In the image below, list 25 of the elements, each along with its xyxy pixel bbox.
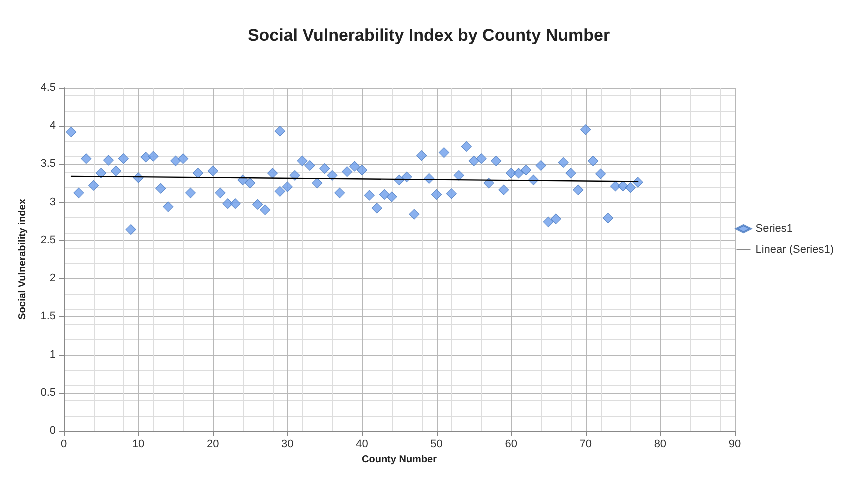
y-tick-label: 2 — [50, 272, 56, 285]
chart-title: Social Vulnerability Index by County Number — [248, 26, 610, 45]
x-tick-label: 30 — [282, 438, 294, 450]
y-tick-label: 3 — [50, 196, 56, 208]
x-tick-label: 0 — [60, 438, 68, 450]
x-tick-label: 40 — [356, 438, 368, 450]
x-tick-label: 20 — [206, 438, 220, 450]
x-tick-label: 10 — [132, 438, 145, 450]
y-tick-label: 0.5 — [40, 386, 56, 399]
y-tick-label: 4.5 — [40, 82, 56, 94]
y-tick-label: 4 — [50, 120, 56, 132]
x-axis-title: County Number — [362, 454, 438, 466]
legend-label: Series1 — [756, 223, 794, 235]
x-tick-label: 90 — [728, 438, 742, 450]
x-tick-label: 70 — [580, 438, 592, 450]
y-axis-title: Social Vulnerability index — [18, 198, 28, 320]
y-tick-label: 3.5 — [40, 158, 56, 170]
y-tick-label: 2.5 — [40, 234, 56, 246]
y-tick-label: 0 — [50, 425, 56, 437]
x-tick-label: 60 — [505, 438, 518, 450]
legend-label: Linear (Series1) — [756, 244, 834, 256]
y-tick-label: 1 — [50, 348, 56, 361]
x-tick-label: 50 — [430, 438, 443, 450]
y-tick-label: 1.5 — [40, 310, 56, 323]
x-tick-label: 80 — [654, 438, 667, 450]
